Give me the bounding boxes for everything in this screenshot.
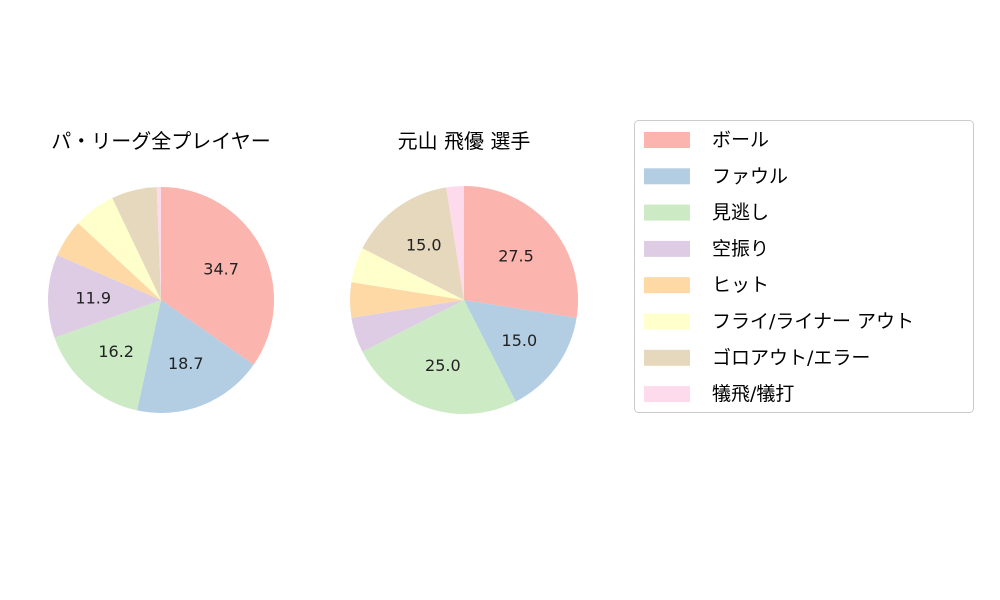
- slice-label: 15.0: [406, 236, 442, 255]
- slice-label: 34.7: [203, 260, 239, 279]
- legend-swatch: [644, 132, 690, 148]
- slice-label: 18.7: [168, 354, 204, 373]
- pie-slice: [362, 187, 464, 300]
- slice-label: 27.5: [498, 247, 534, 266]
- legend-swatch: [644, 386, 690, 403]
- slice-label: 15.0: [502, 331, 538, 350]
- pie-slice: [112, 187, 161, 300]
- legend-label: ボール: [712, 129, 769, 151]
- pie-slice: [464, 300, 577, 402]
- legend-box: [634, 120, 974, 413]
- pie-slice: [57, 223, 161, 300]
- pie-slice: [350, 282, 464, 318]
- pie-slice: [351, 300, 464, 352]
- chart-title-left: パ・リーグ全プレイヤー: [51, 129, 270, 153]
- pie-slice: [161, 187, 274, 365]
- legend-label: ファウル: [712, 165, 788, 187]
- pie-slice: [54, 300, 161, 411]
- pie-slice: [78, 198, 161, 300]
- slice-label: 11.9: [75, 289, 111, 308]
- pie-slice: [446, 186, 464, 300]
- legend-label: 見逃し: [712, 202, 769, 224]
- pie-slice: [362, 300, 516, 414]
- legend-swatch: [644, 204, 690, 221]
- legend-label: 空振り: [712, 238, 769, 260]
- pie-slice: [47, 255, 161, 338]
- pie-slice: [156, 187, 161, 300]
- legend-label: フライ/ライナー アウト: [712, 311, 914, 333]
- pie-slice: [464, 186, 579, 318]
- legend-swatch: [644, 313, 690, 330]
- chart-title-right: 元山 飛優 選手: [398, 129, 531, 153]
- legend-label: ヒット: [712, 274, 769, 296]
- pie-slice: [137, 300, 254, 413]
- legend-swatch: [644, 349, 690, 366]
- legend-swatch: [644, 240, 690, 257]
- legend-swatch: [644, 168, 690, 185]
- slice-label: 16.2: [98, 342, 134, 361]
- slice-label: 25.0: [425, 356, 461, 375]
- legend-label: ゴロアウト/エラー: [712, 347, 870, 369]
- pie-slice: [351, 248, 464, 300]
- legend-swatch: [644, 277, 690, 294]
- legend-label: 犠飛/犠打: [712, 383, 794, 405]
